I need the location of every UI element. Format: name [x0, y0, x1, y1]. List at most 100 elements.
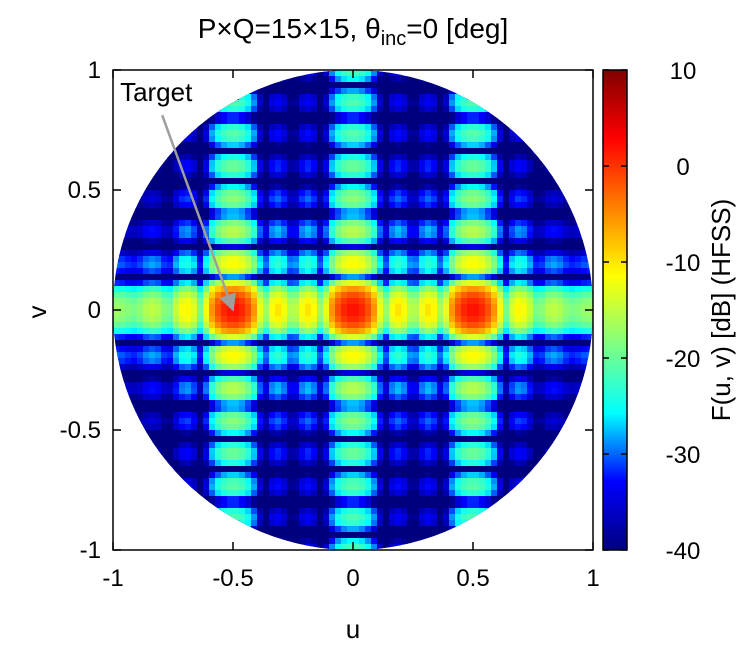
heatmap-cell — [257, 436, 264, 443]
heatmap-cell — [569, 346, 576, 353]
heatmap-cell — [533, 376, 540, 383]
heatmap-cell — [221, 160, 228, 167]
heatmap-cell — [443, 418, 450, 425]
heatmap-cell — [521, 220, 528, 227]
heatmap-cell — [215, 136, 222, 143]
heatmap-cell — [461, 340, 468, 347]
heatmap-cell — [209, 244, 216, 251]
heatmap-cell — [353, 442, 360, 449]
heatmap-cell — [563, 406, 570, 413]
heatmap-cell — [557, 298, 564, 305]
heatmap-cell — [515, 298, 522, 305]
heatmap-cell — [239, 148, 246, 155]
heatmap-cell — [299, 460, 306, 467]
heatmap-cell — [509, 196, 516, 203]
heatmap-cell — [137, 406, 144, 413]
heatmap-cell — [377, 340, 384, 347]
heatmap-cell — [251, 478, 258, 485]
heatmap-cell — [131, 274, 138, 281]
heatmap-cell — [119, 358, 126, 365]
heatmap-cell — [467, 514, 474, 521]
heatmap-cell — [389, 370, 396, 377]
heatmap-cell — [323, 244, 330, 251]
heatmap-cell — [419, 382, 426, 389]
heatmap-cell — [359, 214, 366, 221]
heatmap-cell — [533, 370, 540, 377]
heatmap-cell — [407, 136, 414, 143]
heatmap-cell — [413, 376, 420, 383]
heatmap-cell — [401, 304, 408, 311]
heatmap-cell — [281, 190, 288, 197]
heatmap-cell — [485, 256, 492, 263]
heatmap-cell — [389, 130, 396, 137]
heatmap-cell — [425, 88, 432, 95]
heatmap-cell — [305, 490, 312, 497]
heatmap-cell — [521, 298, 528, 305]
heatmap-cell — [371, 478, 378, 485]
heatmap-cell — [521, 472, 528, 479]
heatmap-cell — [269, 406, 276, 413]
heatmap-cell — [287, 292, 294, 299]
heatmap-cell — [491, 334, 498, 341]
heatmap-cell — [215, 376, 222, 383]
heatmap-cell — [365, 154, 372, 161]
heatmap-cell — [311, 172, 318, 179]
heatmap-cell — [209, 364, 216, 371]
heatmap-cell — [533, 352, 540, 359]
heatmap-cell — [557, 340, 564, 347]
heatmap-cell — [443, 256, 450, 263]
heatmap-cell — [149, 304, 156, 311]
heatmap-cell — [473, 376, 480, 383]
heatmap-cell — [239, 178, 246, 185]
heatmap-cell — [347, 232, 354, 239]
heatmap-cell — [209, 478, 216, 485]
heatmap-cell — [503, 262, 510, 269]
heatmap-cell — [227, 154, 234, 161]
heatmap-cell — [119, 346, 126, 353]
heatmap-cell — [311, 208, 318, 215]
heatmap-cell — [539, 358, 546, 365]
heatmap-cell — [509, 274, 516, 281]
heatmap-cell — [185, 358, 192, 365]
heatmap-cell — [377, 406, 384, 413]
heatmap-cell — [521, 238, 528, 245]
heatmap-cell — [293, 250, 300, 257]
heatmap-cell — [125, 328, 132, 335]
heatmap-cell — [401, 484, 408, 491]
heatmap-cell — [461, 502, 468, 509]
heatmap-cell — [329, 448, 336, 455]
heatmap-cell — [443, 208, 450, 215]
heatmap-cell — [197, 484, 204, 491]
heatmap-cell — [473, 286, 480, 293]
heatmap-cell — [371, 364, 378, 371]
heatmap-cell — [167, 304, 174, 311]
heatmap-cell — [281, 286, 288, 293]
heatmap-cell — [413, 166, 420, 173]
heatmap-cell — [323, 196, 330, 203]
heatmap-cell — [497, 148, 504, 155]
heatmap-cell — [515, 304, 522, 311]
heatmap-cell — [521, 202, 528, 209]
heatmap-cell — [185, 370, 192, 377]
heatmap-cell — [275, 232, 282, 239]
heatmap-cell — [203, 238, 210, 245]
heatmap-cell — [341, 280, 348, 287]
heatmap-cell — [353, 304, 360, 311]
heatmap-cell — [449, 292, 456, 299]
heatmap-cell — [227, 508, 234, 515]
heatmap-cell — [317, 148, 324, 155]
heatmap-cell — [407, 100, 414, 107]
heatmap-cell — [287, 352, 294, 359]
heatmap-cell — [233, 172, 240, 179]
heatmap-cell — [527, 202, 534, 209]
heatmap-cell — [347, 244, 354, 251]
heatmap-cell — [521, 478, 528, 485]
heatmap-cell — [359, 136, 366, 143]
heatmap-cell — [239, 436, 246, 443]
heatmap-cell — [299, 340, 306, 347]
heatmap-cell — [173, 232, 180, 239]
heatmap-cell — [323, 238, 330, 245]
heatmap-cell — [389, 406, 396, 413]
heatmap-cell — [527, 334, 534, 341]
heatmap-cell — [329, 514, 336, 521]
